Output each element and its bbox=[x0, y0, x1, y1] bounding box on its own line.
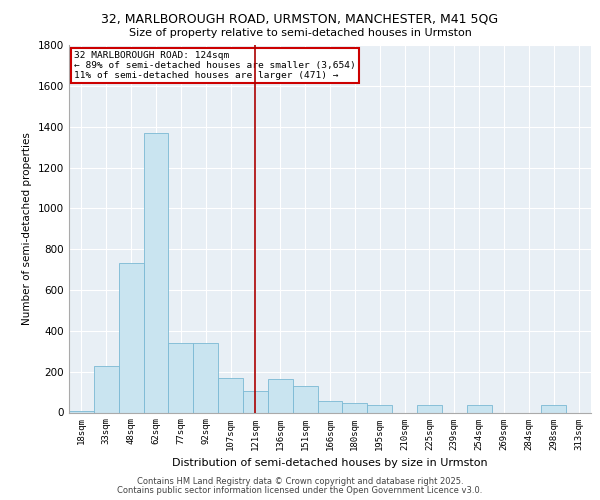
Text: Size of property relative to semi-detached houses in Urmston: Size of property relative to semi-detach… bbox=[128, 28, 472, 38]
Bar bbox=[94, 366, 119, 412]
Bar bbox=[119, 264, 143, 412]
Bar bbox=[293, 386, 317, 412]
Bar bbox=[541, 406, 566, 412]
Bar bbox=[317, 402, 343, 412]
Bar bbox=[193, 343, 218, 412]
Text: Contains public sector information licensed under the Open Government Licence v3: Contains public sector information licen… bbox=[118, 486, 482, 495]
Bar bbox=[467, 406, 491, 412]
Text: 32, MARLBOROUGH ROAD, URMSTON, MANCHESTER, M41 5QG: 32, MARLBOROUGH ROAD, URMSTON, MANCHESTE… bbox=[101, 12, 499, 26]
Text: 32 MARLBOROUGH ROAD: 124sqm
← 89% of semi-detached houses are smaller (3,654)
11: 32 MARLBOROUGH ROAD: 124sqm ← 89% of sem… bbox=[74, 50, 356, 80]
Bar bbox=[343, 404, 367, 412]
X-axis label: Distribution of semi-detached houses by size in Urmston: Distribution of semi-detached houses by … bbox=[172, 458, 488, 468]
Bar bbox=[417, 406, 442, 412]
Bar bbox=[169, 343, 193, 412]
Y-axis label: Number of semi-detached properties: Number of semi-detached properties bbox=[22, 132, 32, 325]
Bar bbox=[367, 406, 392, 412]
Bar bbox=[218, 378, 243, 412]
Bar bbox=[143, 133, 169, 412]
Bar bbox=[243, 391, 268, 412]
Bar bbox=[268, 379, 293, 412]
Text: Contains HM Land Registry data © Crown copyright and database right 2025.: Contains HM Land Registry data © Crown c… bbox=[137, 477, 463, 486]
